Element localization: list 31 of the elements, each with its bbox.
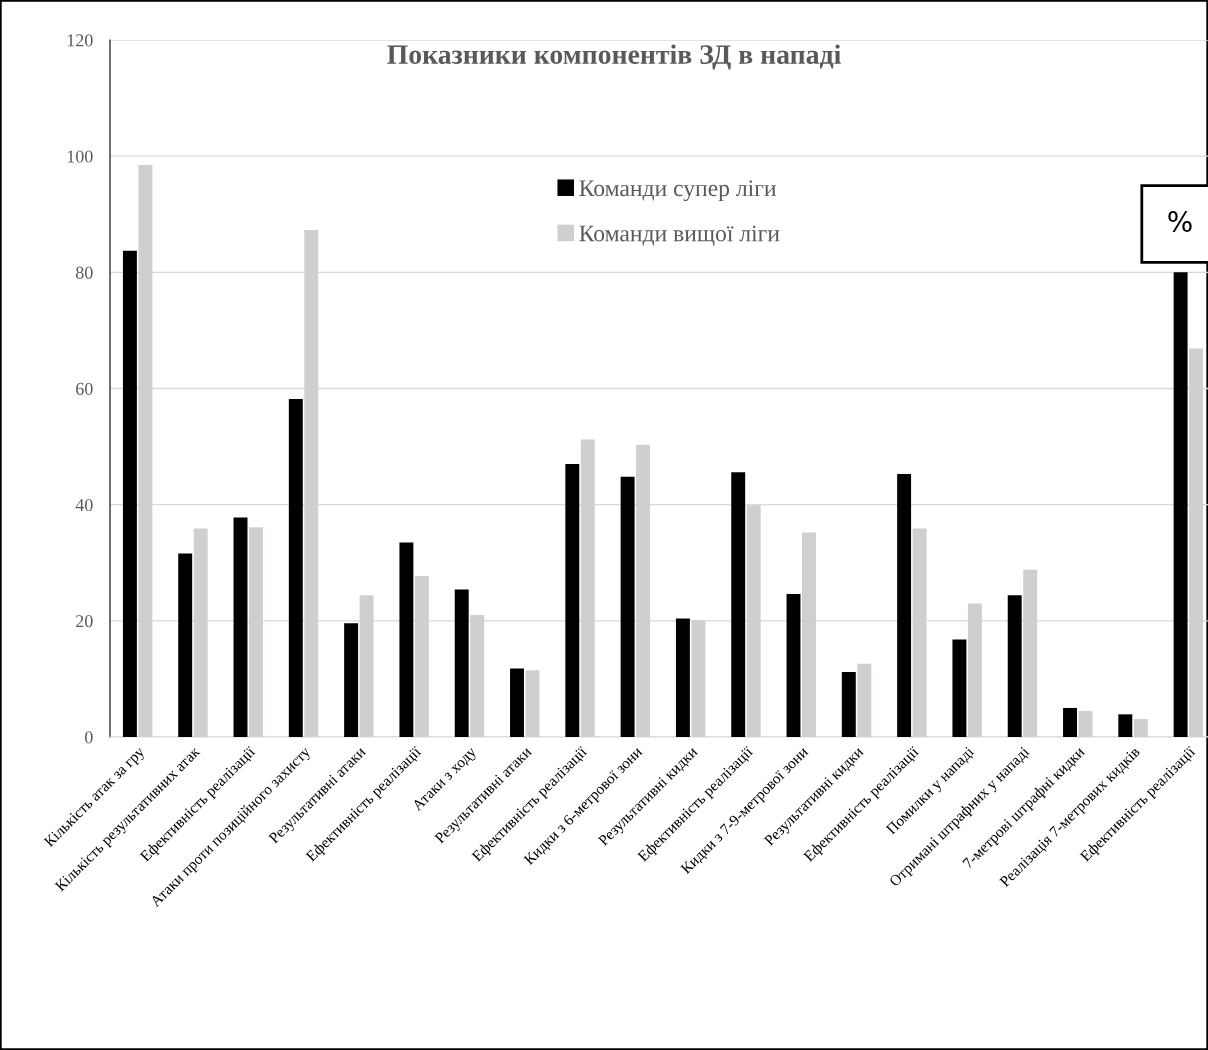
bar	[786, 594, 801, 737]
bar	[1063, 707, 1077, 737]
bar	[675, 618, 690, 737]
bar	[233, 517, 248, 737]
chart-title: Показники компонентів ЗД в нападі	[387, 44, 841, 70]
bar	[1118, 714, 1133, 737]
y-tick-label: 80	[75, 266, 93, 279]
annotation: %	[1168, 211, 1192, 233]
legend-label: Команди вищої ліги	[579, 225, 780, 247]
bar	[841, 671, 856, 737]
bar	[510, 668, 524, 737]
y-tick-label: 60	[76, 382, 93, 395]
bar	[1007, 595, 1022, 737]
bar	[454, 589, 469, 737]
bar	[620, 476, 635, 737]
y-tick-label: 100	[67, 150, 93, 163]
bar	[122, 250, 137, 737]
y-tick-label: 120	[67, 34, 93, 47]
bar	[399, 542, 414, 737]
bar	[288, 398, 303, 737]
bar	[1173, 272, 1188, 737]
y-tick-label: 40	[75, 498, 93, 512]
bar	[565, 464, 580, 737]
bar	[731, 472, 746, 737]
y-tick-label: 20	[76, 615, 93, 628]
bar	[897, 473, 912, 737]
bar	[344, 623, 359, 737]
bar	[178, 553, 193, 737]
y-tick-label: 0	[84, 731, 93, 744]
legend-label: Команди супер ліги	[579, 180, 776, 202]
bar	[952, 639, 967, 737]
